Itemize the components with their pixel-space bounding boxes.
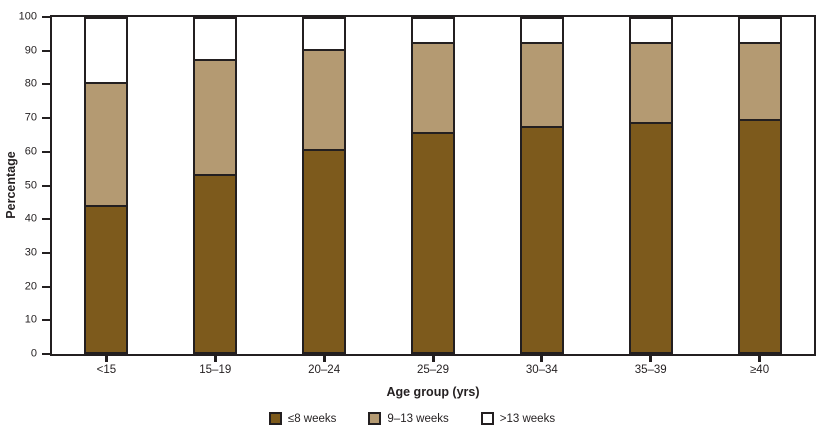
plot-area: 0 10 20 30 40 50 60 70 80 90 100 <15 15–19 20–24 25–29… (19, 11, 816, 376)
y-axis-tick (42, 117, 50, 120)
y-axis-tick-label: 90 (24, 44, 37, 57)
bar-segment-13weeks-≥40 (739, 19, 780, 43)
legend-item-gt13-weeks: >13 weeks (480, 412, 556, 425)
x-axis-tick (540, 356, 544, 362)
bar-20–24 (302, 17, 347, 354)
x-axis-tick (322, 356, 326, 362)
bar-segment-8weeks-<15 (86, 205, 127, 352)
x-axis-category-label: <15 (96, 364, 117, 376)
bar-segment-913weeks-15–19 (195, 58, 236, 174)
bar-segment-913weeks-20–24 (304, 48, 345, 149)
legend-label-9-13-weeks: 9–13 weeks (387, 412, 449, 425)
y-axis-tick (42, 285, 50, 288)
y-axis-tick (42, 150, 50, 153)
y-axis-tick-label: 20 (24, 280, 37, 293)
bar-segment-8weeks-25–29 (413, 132, 453, 352)
x-axis-category-label: 25–29 (416, 364, 449, 376)
y-axis-tick (42, 49, 50, 52)
y-axis-tick-label: 0 (30, 347, 37, 360)
y-axis-tick (42, 83, 50, 86)
legend-swatch-gt13-weeks (480, 412, 494, 425)
bar-segment-8weeks-35–39 (630, 122, 671, 352)
bar-segment-13weeks-25–29 (413, 19, 453, 43)
legend-label-gt13-weeks: >13 weeks (499, 412, 556, 425)
x-axis-category-label: 15–19 (199, 364, 232, 376)
y-axis-tick-label: 50 (24, 179, 37, 191)
y-axis-tick (42, 218, 50, 221)
bar-segment-8weeks-30–34 (521, 125, 562, 352)
bar-segment-913weeks-<15 (86, 82, 127, 206)
y-axis-title: Percentage (4, 151, 18, 219)
y-axis-tick (42, 319, 50, 322)
x-axis-category-label: 30–34 (525, 364, 558, 376)
bar-segment-8weeks-20–24 (304, 148, 345, 352)
y-axis-tick (42, 353, 50, 355)
x-axis-category-label: ≥40 (750, 364, 770, 376)
legend-item-le8-weeks: ≤8 weeks (268, 412, 337, 425)
x-axis-category-label: 35–39 (634, 364, 667, 376)
bar-<15 (84, 17, 129, 354)
bar-35–39 (628, 17, 673, 354)
bar-segment-13weeks-20–24 (304, 19, 345, 49)
bar-segment-913weeks-35–39 (630, 42, 671, 123)
bar-segment-8weeks-15–19 (195, 173, 236, 352)
legend: ≤8 weeks 9–13 weeks >13 weeks (0, 412, 824, 425)
bar-segment-13weeks-<15 (86, 19, 127, 83)
bar-segment-913weeks-30–34 (521, 42, 562, 126)
bar-segment-913weeks-≥40 (739, 42, 780, 119)
x-axis-tick (758, 356, 762, 362)
legend-swatch-9-13-weeks (368, 412, 382, 425)
bar-segment-8weeks-≥40 (739, 118, 780, 352)
y-axis-tick-label: 80 (24, 77, 37, 90)
y-axis-tick (42, 184, 50, 187)
x-axis-category-label: 20–24 (308, 364, 341, 376)
x-axis-tick (431, 356, 435, 362)
y-axis-tick (42, 251, 50, 254)
bar-segment-13weeks-30–34 (521, 19, 562, 43)
y-axis-tick-label: 10 (24, 313, 37, 326)
y-axis-tick-label: 60 (24, 145, 37, 158)
y-axis-tick-label: 40 (24, 212, 37, 225)
bar-15–19 (193, 17, 238, 354)
legend-item-9-13-weeks: 9–13 weeks (368, 412, 449, 425)
x-axis-tick (213, 356, 217, 362)
bar-segment-13weeks-35–39 (630, 19, 671, 43)
y-axis-tick-label: 100 (18, 10, 37, 23)
y-axis-tick (42, 16, 50, 18)
bar-25–29 (411, 17, 455, 354)
x-axis-tick (649, 356, 653, 362)
legend-label-le8-weeks: ≤8 weeks (287, 412, 337, 425)
bar-30–34 (519, 17, 564, 354)
legend-swatch-le8-weeks (268, 412, 282, 425)
bar-segment-913weeks-25–29 (413, 42, 453, 133)
x-axis-title: Age group (yrs) (386, 385, 480, 399)
y-axis-tick-label: 30 (24, 246, 37, 259)
bar-≥40 (737, 17, 782, 354)
y-axis-tick-label: 70 (24, 111, 37, 124)
bar-segment-13weeks-15–19 (195, 19, 236, 59)
x-axis-tick (104, 356, 108, 362)
